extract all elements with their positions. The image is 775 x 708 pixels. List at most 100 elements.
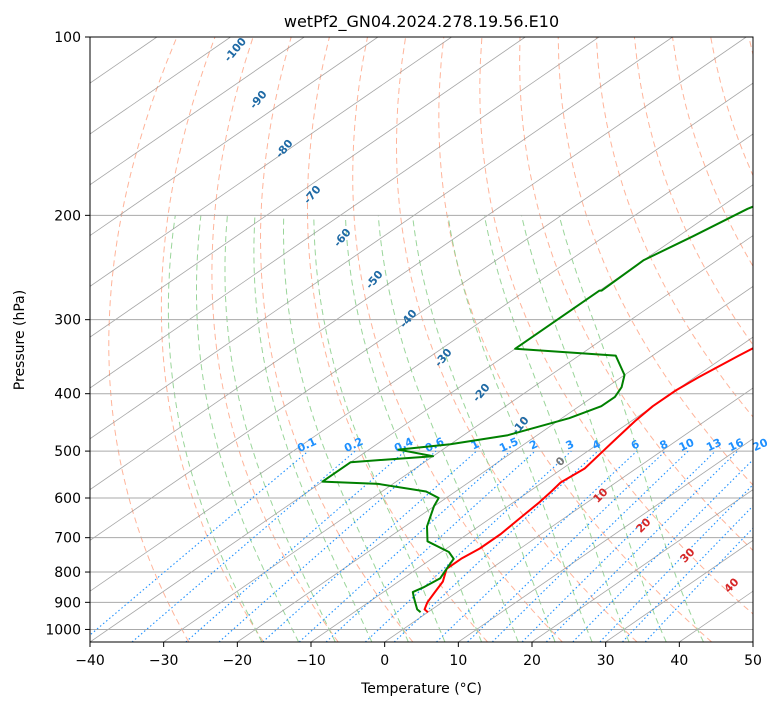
- x-axis-label: Temperature (°C): [360, 681, 482, 697]
- x-tick-label: 10: [449, 653, 467, 669]
- moist-adiabat: [313, 215, 446, 642]
- mixing-ratio-line: [298, 450, 511, 642]
- isotherm: [310, 336, 753, 642]
- dry-adiabat-label: -40: [397, 307, 420, 331]
- isotherm: [531, 489, 753, 642]
- mixing-ratio-line: [325, 450, 536, 642]
- x-tick-label: 20: [523, 653, 541, 669]
- mixing-ratio-label: 4: [590, 437, 603, 452]
- mixing-ratio-line: [572, 459, 753, 642]
- dry-adiabat: [557, 37, 753, 486]
- moist-adiabat: [521, 215, 667, 642]
- moist-adiabat-label: 30: [678, 545, 698, 565]
- isotherm: [90, 184, 753, 642]
- moist-adiabat: [447, 215, 593, 642]
- mixing-ratio-label: 8: [658, 437, 670, 452]
- mixing-ratio-line: [262, 450, 477, 642]
- dry-adiabat-label: -90: [247, 88, 270, 112]
- x-tick-label: −10: [296, 653, 326, 669]
- isotherm: [237, 285, 753, 642]
- y-tick-label: 800: [54, 565, 81, 581]
- moist-adiabat: [224, 215, 336, 642]
- mixing-ratio-label: 3: [564, 437, 576, 452]
- dry-adiabat-label: -20: [470, 381, 493, 405]
- x-tick-label: 50: [744, 653, 762, 669]
- isotherm: [752, 641, 753, 642]
- moist-adiabat-label: 40: [722, 575, 742, 595]
- isotherm: [90, 37, 452, 287]
- x-tick-label: −20: [223, 653, 253, 669]
- x-tick-label: −30: [149, 653, 179, 669]
- isotherm: [90, 37, 747, 491]
- dry-adiabat-label: -60: [331, 226, 354, 250]
- dry-adiabat: [160, 37, 264, 642]
- isotherm: [90, 37, 600, 389]
- isotherm: [90, 37, 379, 237]
- moist-adiabat: [483, 215, 630, 642]
- mixing-ratio-line: [491, 450, 689, 642]
- dry-adiabat: [211, 37, 339, 642]
- dry-adiabat: [352, 37, 563, 642]
- dry-adiabat: [519, 37, 753, 552]
- chart-title: wetPf2_GN04.2024.278.19.56.E10: [284, 12, 559, 32]
- dry-adiabat: [307, 37, 488, 642]
- y-tick-label: 100: [54, 30, 81, 46]
- isotherm: [90, 82, 753, 541]
- moist-adiabat: [167, 215, 263, 642]
- mixing-ratio-line: [621, 505, 753, 642]
- moist-adiabat: [196, 215, 300, 642]
- mixing-ratio-line: [436, 450, 638, 642]
- mixing-ratio-line: [364, 450, 572, 642]
- x-tick-label: 40: [670, 653, 688, 669]
- y-tick-label: 700: [54, 531, 81, 547]
- mixing-ratio-line: [131, 450, 356, 642]
- y-tick-label: 500: [54, 444, 81, 460]
- mixing-ratio-label: 0.1: [295, 435, 318, 455]
- isotherm: [163, 235, 753, 642]
- dry-adiabat: [259, 37, 414, 642]
- moist-adiabat: [344, 215, 483, 642]
- y-tick-label: 600: [54, 491, 81, 507]
- dry-adiabat: [710, 37, 753, 177]
- x-tick-label: 0: [380, 653, 389, 669]
- mixing-ratio-line: [185, 450, 406, 642]
- dry-adiabat-label: -70: [301, 183, 324, 207]
- dry-adiabat-label: -100: [221, 35, 249, 65]
- dry-adiabat: [395, 37, 638, 642]
- mixing-ratio-label: 2: [527, 437, 539, 452]
- axes: −40 −30 −20 −10 0 10 20 30 40 5010020030040050060…: [45, 30, 762, 669]
- moist-adiabat-label: 20: [634, 515, 654, 535]
- isotherm: [90, 133, 753, 592]
- y-tick-label: 900: [54, 595, 81, 611]
- mixing-ratio-line: [599, 483, 753, 642]
- dry-adiabat: [108, 37, 190, 642]
- mixing-ratio-label: 6: [629, 437, 642, 452]
- moist-adiabat: [412, 215, 556, 642]
- profile-lines: [321, 205, 753, 613]
- mixing-ratio-label: 10: [677, 436, 697, 454]
- moist-adiabat: [283, 215, 409, 642]
- mixing-ratio-label: 0.2: [342, 435, 365, 455]
- sounding-line: [321, 205, 753, 613]
- y-tick-label: 300: [54, 313, 81, 329]
- dry-adiabat-label: -80: [273, 137, 296, 161]
- dry-adiabat: [633, 37, 753, 346]
- moist-adiabat: [377, 215, 519, 642]
- isotherm: [90, 37, 673, 440]
- isotherm: [90, 37, 526, 338]
- mixing-ratio-line: [545, 450, 738, 642]
- y-tick-label: 1000: [45, 622, 81, 638]
- isotherm: [90, 37, 231, 135]
- mixing-ratio-label: 20: [751, 436, 771, 454]
- background-lines: [90, 37, 753, 642]
- dry-adiabat: [479, 37, 753, 615]
- x-tick-label: 30: [597, 653, 615, 669]
- line-labels: 0.10.20.40.611.52346810131620253036-100-…: [221, 35, 771, 596]
- dry-adiabat-label: -30: [432, 346, 455, 370]
- y-tick-label: 200: [54, 208, 81, 224]
- x-tick-label: −40: [75, 653, 105, 669]
- moist-adiabat: [558, 215, 704, 642]
- mixing-ratio-label: 1.5: [497, 435, 520, 455]
- isotherm: [458, 438, 753, 642]
